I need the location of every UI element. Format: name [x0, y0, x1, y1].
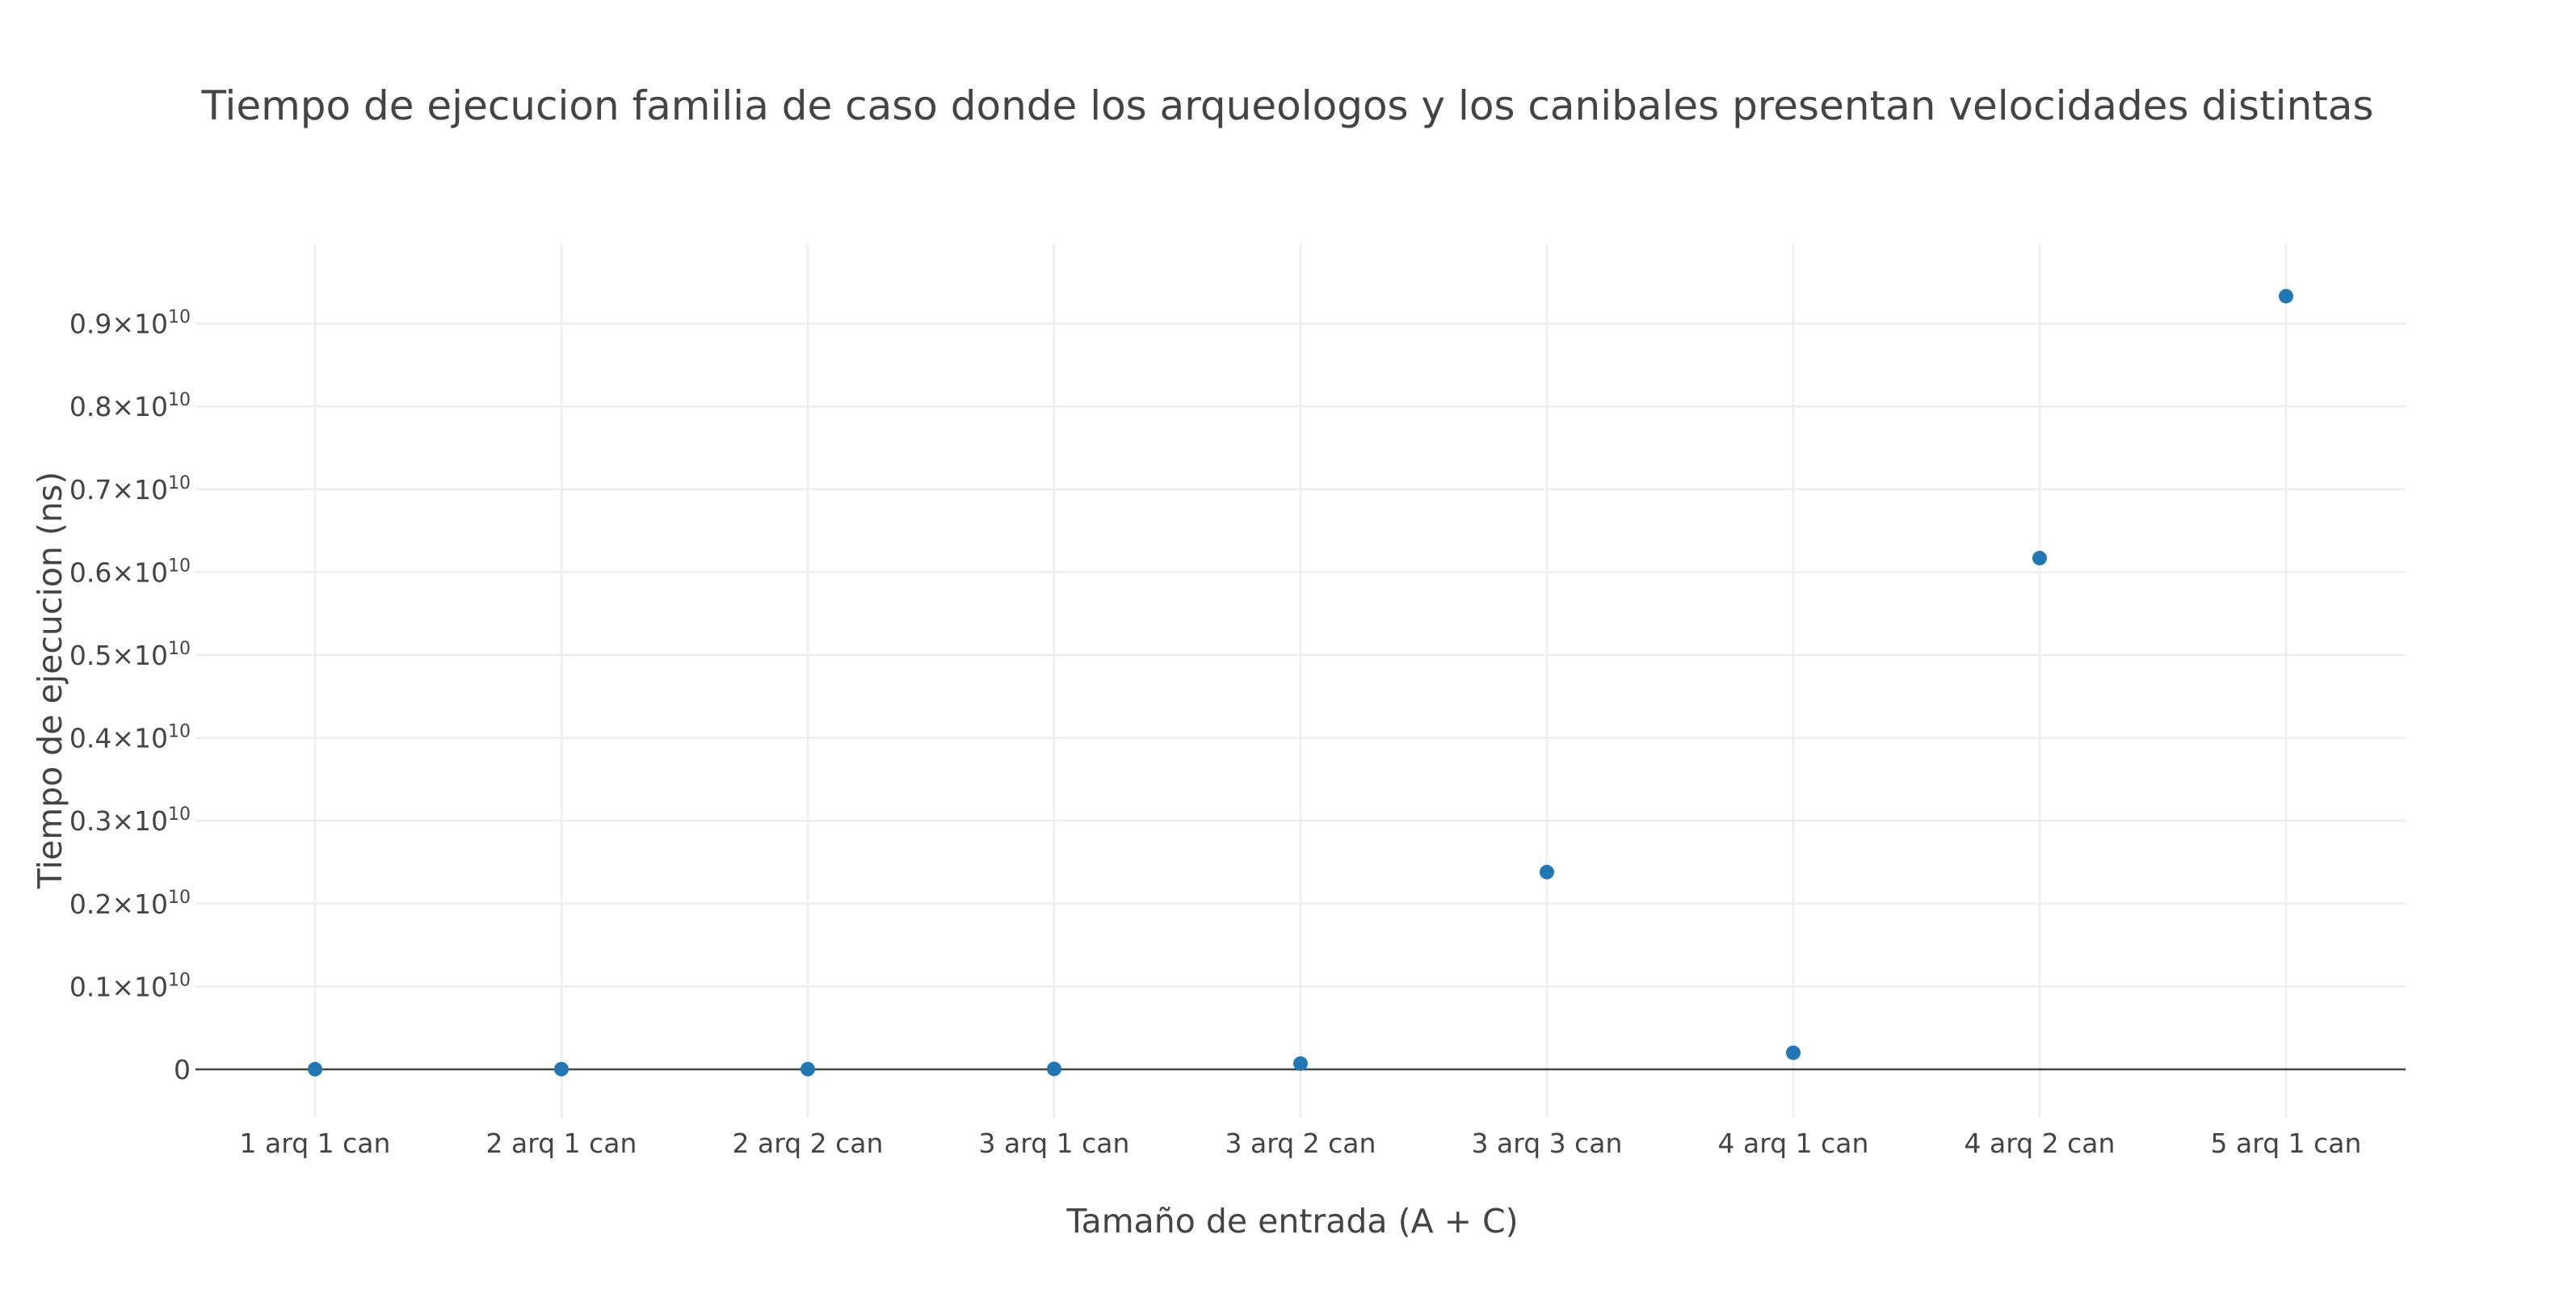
data-point — [1786, 1045, 1801, 1060]
x-axis-title: Tamaño de entrada (A + C) — [1065, 1202, 1518, 1241]
y-tick-label: 0.6×1010 — [69, 556, 191, 588]
data-point — [2279, 288, 2293, 304]
chart-title: Tiempo de ejecucion familia de caso dond… — [200, 82, 2373, 129]
x-tick-label: 3 arq 3 can — [1472, 1128, 1623, 1159]
x-tick-label: 3 arq 2 can — [1225, 1128, 1376, 1159]
x-axis-ticks: 1 arq 1 can 2 arq 1 can 2 arq 2 can 3 arq 1… — [240, 1128, 2362, 1159]
data-point — [554, 1061, 569, 1077]
x-tick-label: 3 arq 1 can — [979, 1128, 1130, 1159]
y-tick-label: 0.2×1010 — [69, 888, 191, 920]
y-tick-label: 0.3×1010 — [69, 804, 191, 837]
y-tick-label: 0.5×1010 — [69, 639, 191, 671]
y-tick-label: 0.4×1010 — [69, 722, 191, 754]
x-tick-label: 1 arq 1 can — [240, 1128, 391, 1159]
x-tick-label: 4 arq 2 can — [1965, 1128, 2116, 1159]
y-tick-label: 0.9×1010 — [69, 308, 191, 340]
y-tick-label: 0.8×1010 — [69, 390, 191, 422]
data-point — [308, 1061, 322, 1077]
y-tick-label: 0 — [174, 1054, 191, 1086]
data-point — [1293, 1056, 1308, 1071]
grid-lines — [195, 244, 2406, 1118]
x-tick-label: 2 arq 1 can — [486, 1128, 637, 1159]
data-point — [2032, 550, 2047, 565]
data-point — [1047, 1061, 1061, 1077]
x-tick-label: 5 arq 1 can — [2211, 1128, 2362, 1159]
y-tick-label: 0.1×1010 — [69, 970, 191, 1002]
y-axis-ticks: 0 0.1×1010 0.2×1010 0.3×1010 0.4×1010 0.5×101… — [69, 308, 191, 1086]
data-point — [801, 1061, 815, 1077]
data-points — [308, 288, 2293, 1077]
y-tick-label: 0.7×1010 — [69, 473, 191, 506]
x-tick-label: 4 arq 1 can — [1718, 1128, 1869, 1159]
x-tick-label: 2 arq 2 can — [733, 1128, 884, 1159]
y-axis-title: Tiempo de ejecucion (ns) — [31, 472, 69, 890]
data-point — [1540, 864, 1554, 880]
